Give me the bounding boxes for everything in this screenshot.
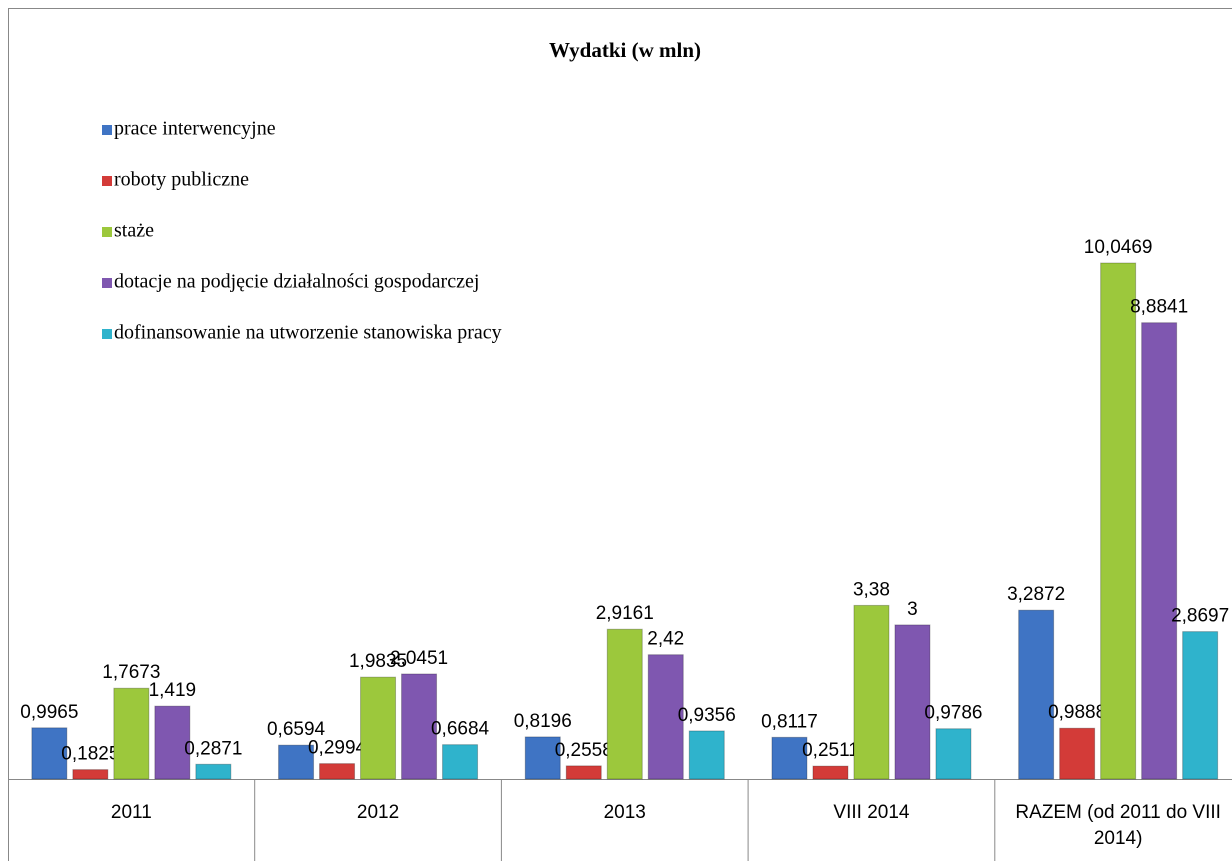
data-label: 1,9835 xyxy=(349,651,407,672)
bar xyxy=(72,769,109,780)
bar xyxy=(688,730,725,780)
legend-marker xyxy=(102,227,112,237)
bar xyxy=(524,736,561,780)
bar xyxy=(771,736,808,780)
chart-title: Wydatki (w mln) xyxy=(549,38,701,62)
data-label: 0,2994 xyxy=(308,738,367,759)
bar xyxy=(31,727,68,780)
legend-marker xyxy=(102,176,112,186)
bar xyxy=(1018,609,1055,780)
x-tick-label: VIII 2014 xyxy=(833,802,910,823)
bar xyxy=(442,744,479,780)
bar xyxy=(894,624,931,780)
legend-marker xyxy=(102,278,112,288)
legend-marker xyxy=(102,329,112,339)
x-tick-label: RAZEM (od 2011 do VIII 2014) xyxy=(1015,802,1221,849)
x-tick-label: 2013 xyxy=(603,802,646,823)
bar xyxy=(1059,727,1096,780)
data-label: 1,419 xyxy=(149,680,197,701)
data-label: 0,8117 xyxy=(761,711,818,732)
data-label: 1,7673 xyxy=(102,662,160,683)
data-label: 0,9888 xyxy=(1048,702,1106,723)
bar xyxy=(1141,322,1178,780)
data-label: 2,8697 xyxy=(1171,606,1229,627)
bar xyxy=(319,763,356,780)
x-tick-label: 2012 xyxy=(356,802,400,823)
data-label: 2,9161 xyxy=(596,603,654,624)
data-label: 0,2558 xyxy=(555,740,613,761)
bar xyxy=(401,673,438,780)
data-label: 3,2872 xyxy=(1007,584,1065,605)
bar xyxy=(195,763,232,780)
legend-label: prace interwencyjne xyxy=(114,118,276,140)
data-label: 0,9965 xyxy=(20,702,78,723)
data-label: 0,6684 xyxy=(431,719,490,740)
bar xyxy=(565,765,602,780)
bar xyxy=(113,687,150,780)
legend-label: roboty publiczne xyxy=(114,169,249,191)
chart-border xyxy=(8,8,1232,861)
data-label: 0,9356 xyxy=(678,705,736,726)
data-label: 0,8196 xyxy=(514,711,572,732)
data-label: 0,6594 xyxy=(267,719,326,740)
bar xyxy=(647,654,684,780)
bar xyxy=(360,676,397,780)
bar xyxy=(812,765,849,780)
bar xyxy=(606,628,643,780)
data-label: 3 xyxy=(907,599,918,620)
data-label: 10,0469 xyxy=(1084,237,1153,258)
x-tick-label: 2011 xyxy=(110,802,152,823)
bar xyxy=(1182,631,1219,780)
bar xyxy=(935,728,972,780)
data-label: 0,1825 xyxy=(61,744,119,765)
bar xyxy=(853,604,890,780)
data-label: 3,38 xyxy=(853,579,890,600)
legend-label: dofinansowanie na utworzenie stanowiska … xyxy=(114,322,502,344)
data-label: 0,9786 xyxy=(924,703,982,724)
legend-marker xyxy=(102,125,112,135)
bar xyxy=(278,744,315,780)
legend-label: staże xyxy=(114,220,154,242)
bar xyxy=(1100,262,1137,780)
bar xyxy=(154,705,191,780)
data-label: 8,8841 xyxy=(1130,297,1188,318)
data-label: 0,2511 xyxy=(802,740,859,761)
data-label: 2,42 xyxy=(647,629,684,650)
legend-label: dotacje na podjęcie działalności gospoda… xyxy=(114,271,479,293)
data-label: 0,2871 xyxy=(184,738,242,759)
data-label: 2,0451 xyxy=(390,648,448,669)
